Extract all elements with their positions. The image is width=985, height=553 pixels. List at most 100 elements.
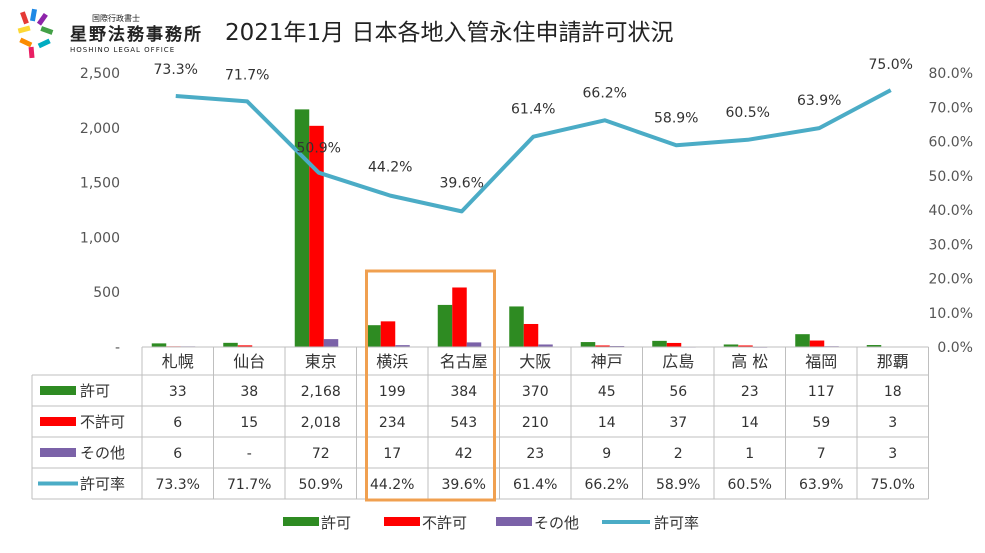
bar-その他-横浜	[395, 345, 410, 347]
bar-不許可-東京	[309, 125, 324, 347]
logo-english: HOSHINO LEGAL OFFICE	[70, 46, 175, 54]
table-cell: 9	[602, 446, 611, 462]
bar-不許可-高 松	[738, 345, 753, 347]
chart-title: 2021年1月 日本各地入管永住申請許可状況	[225, 20, 673, 46]
y-right-tick-label: 30.0%	[929, 237, 973, 253]
rate-data-label: 58.9%	[654, 110, 698, 126]
y-right-tick-label: 80.0%	[929, 66, 973, 82]
rate-data-label: 61.4%	[511, 102, 555, 118]
table-cell: 23	[741, 384, 759, 400]
legend-swatch	[283, 517, 319, 526]
rate-line-series: 73.3% 71.7% 50.9% 44.2% 39.6% 61.4% 66.2% 58.9%…	[154, 57, 913, 214]
bar-許可-福岡	[795, 334, 810, 347]
y-axis-left: - 500 1,000 1,500 2,000 2,500	[80, 66, 120, 356]
bar-不許可-神戸	[595, 345, 610, 347]
table-cell: 6	[173, 446, 182, 462]
table-cell: 45	[598, 384, 616, 400]
category-label: 東京	[305, 352, 337, 371]
table-cell: 38	[240, 384, 258, 400]
table-cell: 14	[598, 415, 616, 431]
y-left-tick-label: 2,000	[80, 121, 120, 137]
row-label: 不許可	[80, 413, 125, 431]
table-cell: 75.0%	[871, 477, 915, 493]
y-right-tick-label: 0.0%	[937, 340, 973, 356]
table-cell: 39.6%	[442, 477, 486, 493]
legend-swatch	[496, 517, 532, 526]
table-cell: 23	[526, 446, 544, 462]
table-cell: 63.9%	[799, 477, 843, 493]
table-cell: 42	[455, 446, 473, 462]
bar-その他-名古屋	[466, 342, 482, 347]
table-cell: 370	[522, 384, 549, 400]
table-cell: 6	[173, 415, 182, 431]
table-cell: 234	[379, 415, 406, 431]
bar-不許可-大阪	[523, 323, 539, 347]
rate-data-label: 66.2%	[583, 85, 627, 101]
rate-data-label: 71.7%	[225, 67, 269, 83]
legend: 許可 不許可 その他 許可率	[283, 514, 699, 532]
category-label: 広島	[662, 352, 694, 371]
table-cell: 58.9%	[656, 477, 700, 493]
table-cell: 117	[808, 384, 835, 400]
y-left-tick-label: 1,000	[80, 230, 120, 246]
table-cell: 66.2%	[585, 477, 629, 493]
table-cell: 543	[450, 415, 477, 431]
table-cell: 2	[674, 446, 683, 462]
y-right-tick-label: 60.0%	[929, 135, 973, 151]
table-cell: 60.5%	[728, 477, 772, 493]
category-label: 神戸	[591, 352, 623, 371]
row-legend-swatch	[40, 386, 76, 395]
table-cell: 50.9%	[299, 477, 343, 493]
table-cell: 59	[812, 415, 830, 431]
table-cell: 210	[522, 415, 549, 431]
bar-許可-名古屋	[437, 304, 453, 347]
bar-許可-高 松	[723, 344, 739, 347]
table-cell: -	[247, 446, 252, 462]
bar-不許可-名古屋	[452, 287, 467, 347]
row-label: 許可	[80, 382, 110, 400]
row-legend-swatch	[40, 448, 76, 457]
data-table: 札幌 仙台 東京 横浜 名古屋 大阪 神戸 広島高 松福岡 那覇許可 33 38 2,168 199 38…	[31, 346, 929, 500]
rate-data-label: 39.6%	[440, 175, 484, 191]
table-cell: 44.2%	[370, 477, 414, 493]
table-cell: 33	[169, 384, 187, 400]
table-cell: 17	[383, 446, 401, 462]
y-right-tick-label: 40.0%	[929, 203, 973, 219]
highlight-box	[365, 269, 496, 502]
rate-line	[175, 88, 892, 214]
legend-label: 不許可	[422, 514, 467, 532]
category-label: 札幌	[162, 352, 194, 371]
table-cell: 72	[312, 446, 330, 462]
table-cell: 15	[240, 415, 258, 431]
bar-許可-広島	[652, 340, 667, 347]
bar-その他-大阪	[538, 344, 553, 347]
category-label: 横浜	[376, 352, 408, 371]
y-right-tick-label: 10.0%	[929, 306, 973, 322]
logo-name: 星野法務事務所	[70, 24, 203, 45]
row-label: 許可率	[80, 475, 125, 493]
table-cell: 61.4%	[513, 477, 557, 493]
row-label: その他	[80, 444, 125, 462]
logo-mark-icon	[17, 8, 54, 59]
rate-data-label: 73.3%	[154, 62, 198, 78]
rate-data-label: 63.9%	[797, 93, 841, 109]
bar-その他-東京	[323, 339, 339, 347]
y-left-tick-label: -	[115, 340, 120, 356]
table-cell: 2,018	[301, 415, 341, 431]
rate-data-label: 60.5%	[726, 105, 770, 121]
table-cell: 14	[741, 415, 759, 431]
category-label: 福岡	[805, 352, 837, 371]
y-left-tick-label: 2,500	[80, 66, 120, 82]
y-left-tick-label: 500	[93, 285, 120, 301]
logo-subtitle: 国際行政書士	[92, 13, 140, 23]
table-cell: 73.3%	[156, 477, 200, 493]
table-cell: 2,168	[301, 384, 341, 400]
category-label: 高 松	[731, 352, 768, 371]
table-cell: 3	[888, 446, 897, 462]
bar-不許可-仙台	[237, 345, 253, 347]
bar-許可-仙台	[223, 342, 238, 347]
y-axis-right: 0.0% 10.0% 20.0% 30.0% 40.0% 50.0% 60.0% 70.0% 8…	[929, 66, 973, 356]
bar-不許可-福岡	[809, 340, 825, 347]
logo: 国際行政書士 星野法務事務所 HOSHINO LEGAL OFFICE	[17, 8, 203, 59]
category-label: 仙台	[233, 352, 265, 371]
